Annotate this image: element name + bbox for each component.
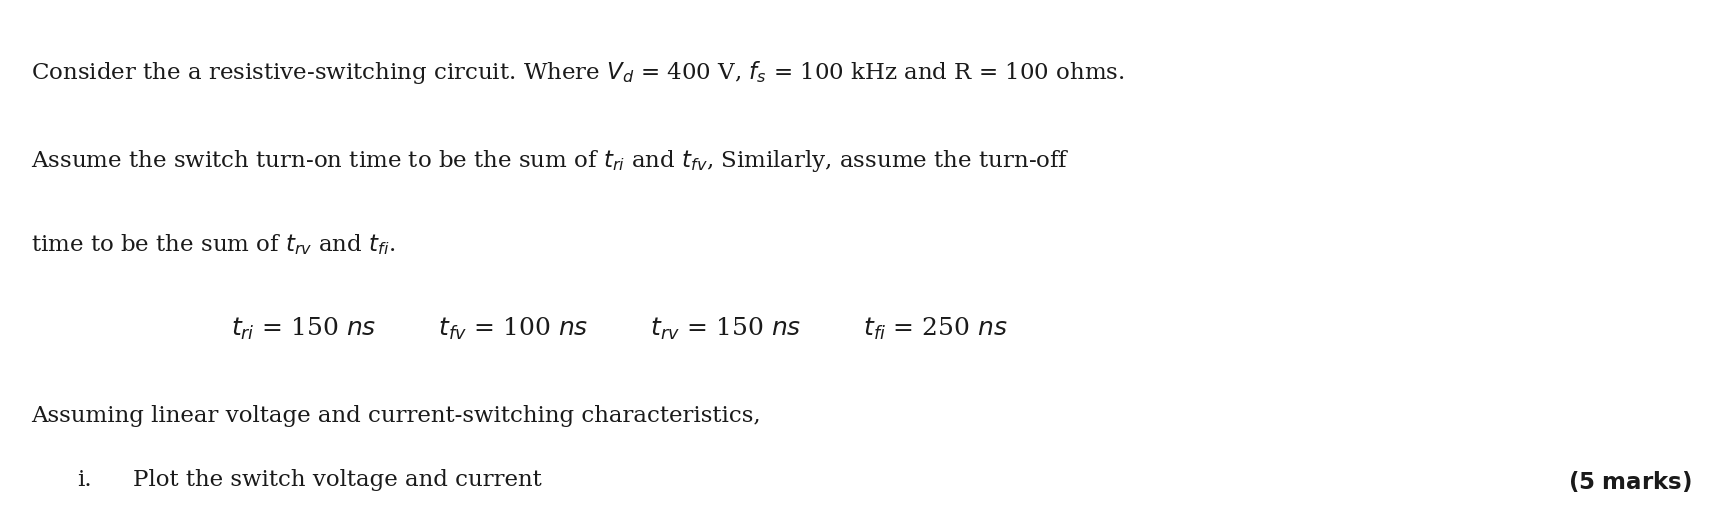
Text: Plot the switch voltage and current: Plot the switch voltage and current: [133, 469, 542, 491]
Text: i.: i.: [78, 469, 91, 491]
Text: time to be the sum of $t_{rv}$ and $t_{fi}$.: time to be the sum of $t_{rv}$ and $t_{f…: [31, 232, 395, 257]
Text: $\bf{(5\ marks)}$: $\bf{(5\ marks)}$: [1567, 469, 1691, 494]
Text: Consider the a resistive-switching circuit. Where $V_d$ = 400 V, $f_s$ = 100 kHz: Consider the a resistive-switching circu…: [31, 59, 1125, 86]
Text: Assume the switch turn-on time to be the sum of $t_{ri}$ and $t_{fv}$, Similarly: Assume the switch turn-on time to be the…: [31, 148, 1070, 174]
Text: Assuming linear voltage and current-switching characteristics,: Assuming linear voltage and current-swit…: [31, 405, 761, 427]
Text: $t_{ri}$ = 150 $ns$        $t_{fv}$ = 100 $ns$        $t_{rv}$ = 150 $ns$       : $t_{ri}$ = 150 $ns$ $t_{fv}$ = 100 $ns$ …: [231, 316, 1008, 342]
